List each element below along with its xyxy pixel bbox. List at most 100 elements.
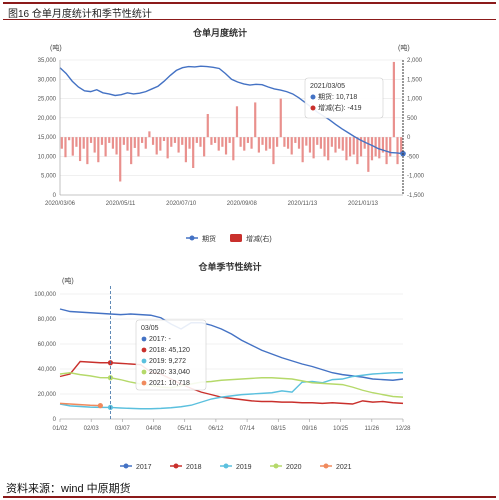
- chart2-x-tick-label: 06/12: [208, 426, 224, 432]
- change-bar: [210, 137, 213, 145]
- legend-label-2018: 2018: [186, 464, 202, 471]
- chart1-tooltip-marker: [310, 105, 316, 111]
- change-bar: [64, 137, 67, 158]
- change-bar: [370, 137, 374, 161]
- legend-label-2017: 2017: [136, 464, 152, 471]
- change-bar: [235, 106, 239, 138]
- change-bar: [254, 102, 257, 138]
- chart2-tooltip-marker: [141, 347, 147, 353]
- change-bar: [203, 137, 206, 157]
- chart1-right-tick-label: -1,500: [407, 193, 425, 199]
- series-point-2021: [97, 403, 103, 409]
- chart1-left-tick-label: 35,000: [38, 58, 57, 64]
- change-bar: [257, 137, 260, 153]
- change-bar: [323, 137, 326, 157]
- legend-change-swatch: [230, 234, 242, 242]
- change-bar: [294, 137, 297, 143]
- chart2-tooltip-label: 2017: -: [149, 336, 171, 343]
- change-bar: [265, 137, 268, 151]
- source-note: 资料来源：wind 中原期货: [6, 483, 131, 495]
- change-bar: [378, 137, 381, 159]
- change-bar: [268, 137, 271, 149]
- change-bar: [166, 137, 169, 159]
- change-bar: [199, 137, 202, 147]
- change-bar: [71, 137, 74, 156]
- change-bar: [396, 137, 399, 165]
- chart1-left-tick-label: 20,000: [38, 116, 57, 122]
- bottom-rule: [3, 496, 496, 498]
- change-bar: [151, 137, 155, 145]
- change-bar: [137, 137, 140, 157]
- change-bar: [192, 137, 195, 168]
- change-bar: [93, 137, 96, 153]
- change-bar: [130, 137, 133, 165]
- chart1-x-tick-label: 2020/07/10: [166, 201, 197, 207]
- chart1-right-tick-label: 500: [407, 116, 418, 122]
- chart2-legend: 2017 2018 2019 2020 2021: [120, 463, 352, 471]
- chart1-right-tick-label: -500: [407, 154, 420, 160]
- chart2-x-tick-label: 01/02: [52, 426, 68, 432]
- chart2-tooltip-date: 03/05: [141, 325, 159, 332]
- change-bar: [159, 137, 162, 151]
- chart2-x-tick-label: 02/03: [84, 426, 100, 432]
- change-bar: [381, 137, 385, 153]
- chart1-tooltip-date: 2021/03/05: [310, 83, 345, 90]
- change-bar: [392, 61, 395, 138]
- change-bar: [141, 137, 144, 143]
- change-bar: [250, 137, 253, 149]
- figure-title: 图16 仓单月度统计和季节性统计: [8, 9, 152, 20]
- change-bar: [162, 137, 166, 141]
- change-bar: [356, 137, 359, 165]
- change-bar: [243, 137, 246, 151]
- chart2-title: 仓单季节性统计: [197, 261, 261, 272]
- chart2-tooltip: 03/05 2017: - 2018: 45,120 2019: 9,272 2020:…: [135, 319, 207, 391]
- change-bar: [188, 137, 191, 149]
- change-bar: [239, 137, 242, 147]
- chart2-x-tick-label: 11/26: [365, 426, 380, 432]
- chart1-tooltip-marker: [310, 94, 316, 100]
- chart2-x-tick-label: 10/25: [333, 426, 349, 432]
- change-bar: [272, 137, 275, 165]
- change-bar: [363, 137, 366, 149]
- legend-change-label: 增减(右): [246, 234, 272, 243]
- legend-futures-label: 期货: [202, 234, 216, 243]
- chart1-legend: 期货 增减(右): [186, 234, 272, 243]
- change-bar: [148, 131, 151, 138]
- legend-label-2019: 2019: [236, 464, 252, 471]
- change-bar: [297, 137, 301, 149]
- change-bar: [122, 137, 125, 145]
- change-bar: [184, 137, 187, 163]
- legend-marker-2019: [223, 463, 229, 469]
- chart2-tooltip-marker: [141, 358, 147, 364]
- legend-marker-2017: [123, 463, 129, 469]
- change-bar: [316, 137, 319, 145]
- change-bar: [78, 137, 82, 162]
- series-line-2019: [59, 372, 403, 410]
- chart1-right-tick-label: 2,000: [407, 58, 423, 64]
- legend-marker-2018: [173, 463, 179, 469]
- chart1-left-tick-label: 0: [53, 193, 57, 199]
- change-bar: [206, 114, 209, 138]
- change-bar: [111, 137, 115, 149]
- chart2-y-tick-label: 20,000: [38, 392, 57, 398]
- chart2-x-tick-label: 07/14: [240, 426, 256, 432]
- change-bar: [100, 137, 104, 145]
- chart2-tooltip-label: 2018: 45,120: [149, 347, 190, 354]
- change-bar: [286, 137, 290, 149]
- legend-label-2021: 2021: [336, 464, 352, 471]
- change-bar: [68, 137, 71, 141]
- chart1-tooltip-label: 期货: 10,718: [318, 92, 357, 101]
- change-bar: [283, 137, 286, 147]
- series-line-2020: [59, 372, 404, 398]
- change-bar: [359, 137, 363, 157]
- chart2-y-tick-label: 0: [53, 417, 57, 423]
- monthly-stock-chart: 仓单月度统计 (吨) (吨) 0 5,000 10,000 15,000 20,000 2…: [38, 27, 425, 243]
- change-bar: [400, 137, 403, 154]
- chart1-left-tick-label: 10,000: [38, 154, 57, 160]
- chart2-tooltip-box: [135, 319, 207, 391]
- chart2-tooltip-marker: [141, 380, 147, 386]
- series-line-2021: [59, 402, 101, 407]
- chart2-x-tick-label: 08/15: [271, 426, 287, 432]
- chart2-x-tick-label: 09/16: [302, 426, 318, 432]
- change-bar: [338, 137, 341, 149]
